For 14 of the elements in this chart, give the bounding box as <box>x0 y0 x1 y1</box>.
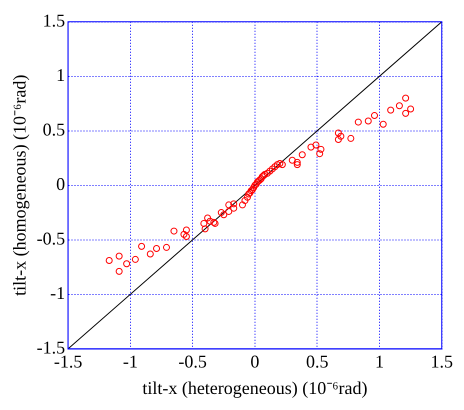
y-tick-label: 0.5 <box>42 120 66 140</box>
y-tick-label: 1 <box>56 65 66 86</box>
x-tick-label: 0 <box>250 351 260 372</box>
x-tick-label: 1 <box>374 351 384 372</box>
y-tick-label: 0 <box>56 174 66 194</box>
y-tick-label: 1.5 <box>42 10 66 31</box>
x-tick-label: -1 <box>122 351 138 372</box>
y-tick-label: -0.5 <box>36 228 66 249</box>
x-axis-title: tilt-x (heterogeneous) (10⁻⁶rad) <box>142 378 368 398</box>
y-tick-label: -1 <box>50 283 66 304</box>
x-tick-label: -0.5 <box>178 351 207 372</box>
x-tick-label: 1.5 <box>430 351 453 372</box>
y-axis-title: tilt-x (homogeneous) (10⁻⁶rad) <box>10 74 30 296</box>
x-tick-label: 0.5 <box>306 351 328 372</box>
